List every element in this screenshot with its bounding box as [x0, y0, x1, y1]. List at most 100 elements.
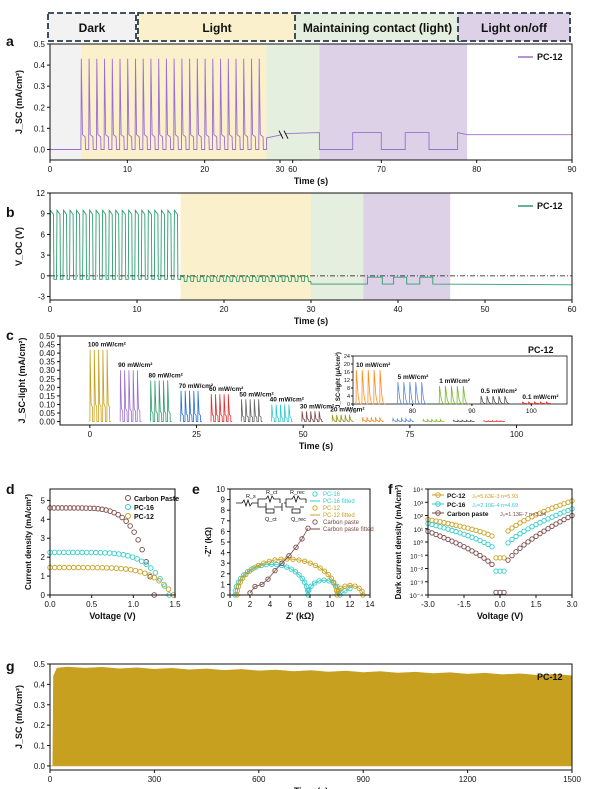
data-point: [113, 565, 120, 571]
y-tick-label: 10³: [414, 500, 424, 507]
region-onoff: [319, 44, 468, 160]
inset-series-line: [438, 385, 469, 405]
data-point: [134, 556, 140, 562]
legend-label: PC-16 fitted: [323, 499, 355, 505]
y-tick-label: 4: [221, 549, 226, 558]
y-tick-label: 1: [221, 580, 226, 589]
fitted-line: [234, 563, 351, 596]
series-line-intensity: [392, 416, 415, 422]
data-point: [66, 564, 72, 571]
inset-y-tick-label: 8: [347, 386, 350, 392]
fitted-line: [236, 558, 364, 596]
y-tick-label: 0.05: [39, 409, 55, 418]
y-tick-label: 2: [41, 553, 46, 562]
data-point: [165, 586, 172, 592]
data-point: [501, 555, 507, 561]
x-axis-label: Time (s): [299, 441, 333, 451]
data-point: [93, 549, 99, 556]
y-axis-label: J_SC-light (mA/cm²): [17, 337, 27, 423]
data-point: [246, 568, 253, 574]
data-point: [120, 551, 127, 558]
x-axis-label: Z' (kΩ): [286, 611, 314, 621]
legend-label: PC-12: [134, 514, 154, 521]
data-point: [545, 526, 551, 532]
y-tick-label: 0.4: [34, 680, 46, 689]
x-tick-label: 0.5: [86, 600, 98, 609]
x-axis-label: Time (s): [294, 176, 328, 186]
x-tick-label: 3.0: [566, 600, 578, 609]
y-tick-label: 0.35: [39, 358, 55, 367]
data-point: [335, 588, 341, 594]
data-point: [83, 505, 89, 511]
y-axis-label: -Z'' (kΩ): [204, 527, 213, 557]
data-point: [529, 524, 535, 530]
circuit-element: [291, 508, 301, 514]
data-point: [91, 505, 97, 512]
data-point: [240, 575, 246, 581]
x-tick-label: 1.0: [128, 600, 140, 609]
inset-frame: [352, 355, 568, 405]
data-point: [321, 568, 328, 574]
y-tick-label: 6: [221, 527, 226, 536]
data-point: [94, 564, 101, 571]
data-point: [119, 514, 125, 521]
legend-label: PC-12: [323, 506, 341, 512]
panel-label-g: g: [6, 658, 15, 674]
legend-marker: [312, 505, 318, 511]
inset-y-tick-label: 12: [344, 378, 350, 384]
data-point: [252, 583, 258, 590]
data-point: [513, 522, 519, 528]
top-bar-label: Light on/off: [481, 21, 548, 35]
x-tick-label: 30: [276, 165, 285, 174]
data-point: [51, 564, 58, 571]
x-tick-label: 20: [220, 305, 229, 314]
plot-frame: [49, 43, 573, 161]
x-tick-label: 14: [366, 600, 375, 609]
y-tick-label: 3: [41, 251, 46, 260]
data-point: [485, 541, 491, 548]
data-point: [533, 533, 539, 539]
data-point: [123, 518, 129, 524]
legend-label: PC-12: [537, 52, 563, 62]
x-tick-label: 0: [48, 775, 53, 784]
y-tick-label: 10: [216, 485, 225, 494]
data-point: [125, 552, 131, 559]
series-line-intensity: [210, 394, 233, 422]
x-tick-label: 0: [48, 165, 53, 174]
inset-intensity-label: 10 mW/cm²: [356, 362, 391, 369]
series-line-pc12: [50, 58, 283, 150]
data-point: [108, 565, 115, 571]
x-tick-label: -3.0: [421, 600, 435, 609]
data-point: [104, 565, 110, 571]
data-point: [541, 528, 547, 534]
data-point: [517, 545, 523, 551]
circuit-label: Q_ct: [265, 517, 277, 523]
legend-marker: [312, 491, 318, 497]
plot-frame: [49, 488, 176, 596]
x-tick-label: 25: [192, 430, 201, 439]
y-tick-label: 6: [41, 230, 46, 239]
data-point: [489, 544, 495, 550]
data-point: [461, 544, 467, 550]
data-point: [565, 514, 571, 521]
data-point: [151, 574, 158, 581]
data-point: [561, 517, 567, 523]
inset-series-line: [397, 381, 428, 405]
top-bar-box: [457, 12, 571, 42]
plot-frame: [49, 663, 573, 771]
data-point: [79, 505, 85, 511]
inset-x-tick-label: 100: [526, 408, 537, 415]
x-tick-label: 600: [252, 775, 266, 784]
data-point: [473, 550, 479, 556]
series-line-intensity: [150, 380, 172, 422]
y-tick-label: 3: [41, 534, 46, 543]
x-tick-label: -1.5: [457, 600, 471, 609]
y-tick-label: 12: [36, 189, 45, 198]
data-point: [148, 565, 154, 571]
inset-intensity-label: 0.1 mW/cm²: [522, 394, 559, 401]
intensity-label: 20 mW/cm²: [330, 407, 365, 414]
axis-break: [283, 130, 289, 139]
legend-marker: [435, 492, 441, 498]
y-tick-label: 2: [221, 570, 226, 579]
data-point: [243, 571, 249, 578]
